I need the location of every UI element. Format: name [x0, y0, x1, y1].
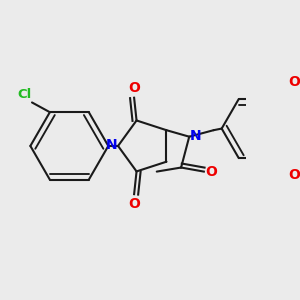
Text: O: O [206, 165, 217, 178]
Text: N: N [106, 138, 117, 152]
Text: O: O [288, 168, 300, 182]
Text: O: O [288, 75, 300, 89]
Text: O: O [128, 196, 140, 211]
Text: N: N [190, 129, 202, 143]
Text: O: O [128, 81, 140, 95]
Text: Cl: Cl [17, 88, 31, 101]
